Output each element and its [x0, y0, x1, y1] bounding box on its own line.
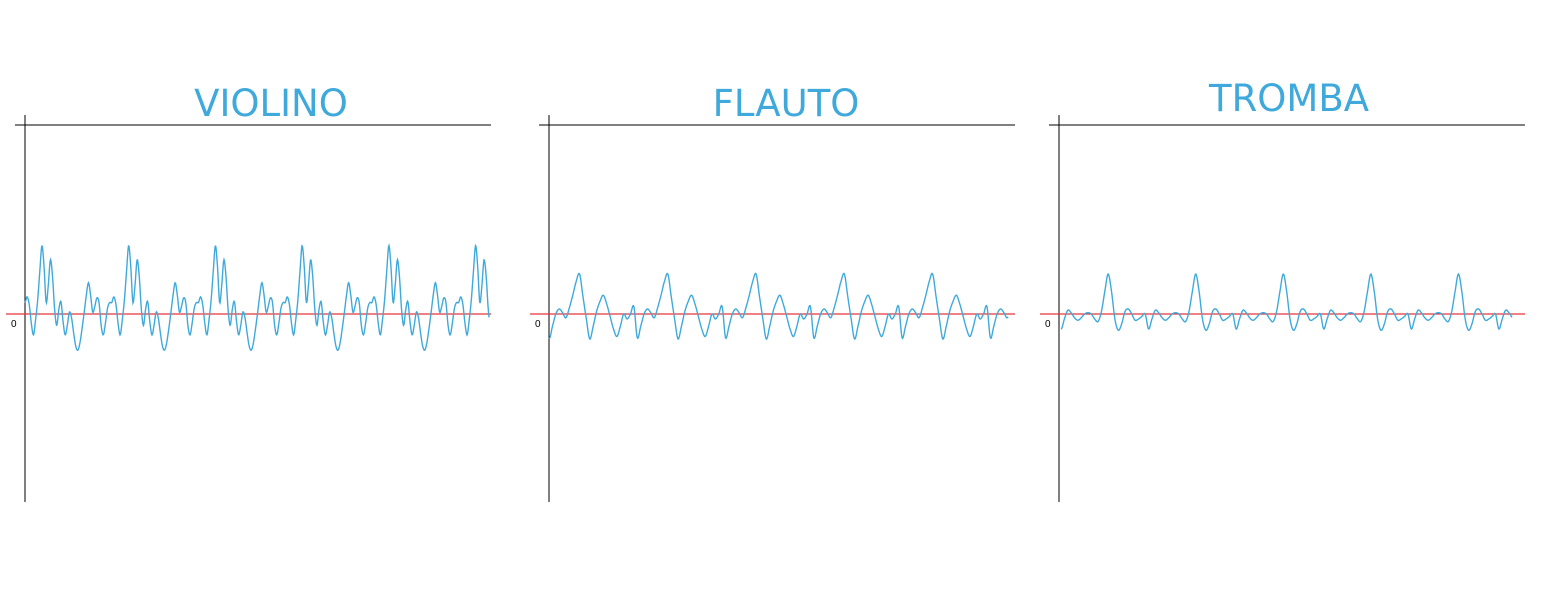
chart-title: VIOLINO [194, 82, 348, 125]
zero-label: 0 [1045, 319, 1051, 330]
chart-panel-violino: VIOLINO 0 [6, 82, 491, 502]
waveform-line [24, 242, 490, 352]
chart-title: TROMBA [1208, 77, 1369, 120]
zero-label: 0 [535, 319, 541, 330]
waveform-line [548, 272, 1009, 341]
chart-panel-flauto: FLAUTO 0 [530, 82, 1015, 502]
zero-label: 0 [11, 319, 17, 330]
chart-title: FLAUTO [713, 82, 860, 125]
waveform-line [1060, 272, 1513, 332]
chart-panel-tromba: TROMBA 0 [1040, 77, 1525, 502]
